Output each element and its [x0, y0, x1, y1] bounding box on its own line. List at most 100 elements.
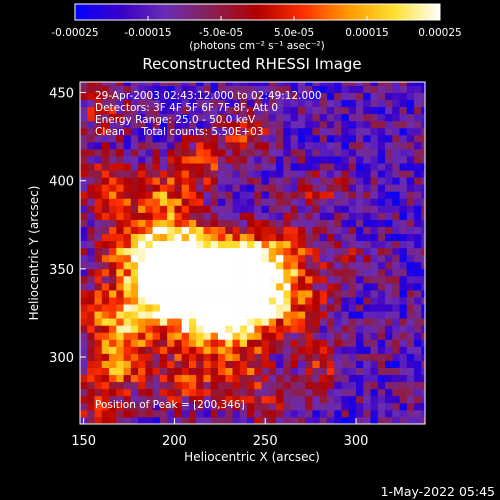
heatmap-cell	[377, 163, 386, 171]
heatmap-cell	[326, 198, 335, 206]
heatmap-cell	[174, 184, 183, 192]
heatmap-cell	[421, 134, 425, 143]
heatmap-cell	[232, 113, 241, 122]
heatmap-cell	[363, 226, 371, 235]
heatmap-cell	[116, 261, 124, 270]
heatmap-cell	[159, 156, 168, 164]
heatmap-cell	[348, 297, 357, 305]
heatmap-cell	[406, 339, 415, 347]
heatmap-cell	[138, 388, 146, 397]
heatmap-cell	[392, 416, 400, 424]
heatmap-cell	[239, 332, 248, 340]
heatmap-cell	[326, 99, 335, 108]
heatmap-cell	[356, 113, 364, 122]
heatmap-cell	[130, 339, 139, 347]
heatmap-cell	[87, 156, 95, 164]
heatmap-cell	[276, 388, 284, 397]
heatmap-cell	[370, 374, 379, 383]
heatmap-cell	[247, 325, 255, 333]
heatmap-cell	[116, 416, 124, 424]
heatmap-cell	[290, 311, 299, 319]
heatmap-cell	[188, 304, 197, 312]
heatmap-cell	[406, 184, 415, 192]
heatmap-cell	[261, 240, 270, 249]
heatmap-cell	[159, 388, 168, 397]
heatmap-cell	[232, 416, 241, 424]
heatmap-cell	[348, 268, 357, 277]
heatmap-cell	[188, 261, 197, 270]
heatmap-cell	[370, 134, 379, 143]
heatmap-cell	[239, 99, 248, 108]
heatmap-cell	[414, 353, 422, 361]
heatmap-cell	[196, 304, 204, 312]
heatmap-cell	[421, 297, 425, 305]
heatmap-cell	[123, 325, 132, 333]
heatmap-cell	[406, 198, 415, 206]
heatmap-cell	[239, 416, 248, 424]
heatmap-cell	[80, 318, 88, 326]
heatmap-cell	[145, 339, 154, 347]
heatmap-cell	[377, 82, 386, 86]
heatmap-cell	[305, 254, 313, 263]
heatmap-cell	[218, 99, 226, 108]
heatmap-cell	[94, 191, 103, 199]
heatmap-cell	[159, 92, 168, 101]
heatmap-cell	[268, 233, 277, 242]
heatmap-cell	[283, 156, 292, 164]
heatmap-cell	[341, 304, 350, 312]
heatmap-cell	[290, 212, 299, 220]
heatmap-cell	[326, 212, 335, 220]
heatmap-cell	[414, 367, 422, 376]
heatmap-cell	[370, 388, 379, 397]
heatmap-cell	[138, 226, 146, 235]
heatmap-cell	[334, 261, 342, 270]
heatmap-cell	[385, 134, 393, 143]
heatmap-cell	[385, 127, 393, 136]
heatmap-cell	[421, 212, 425, 220]
heatmap-cell	[312, 367, 321, 376]
heatmap-cell	[210, 170, 219, 178]
heatmap-cell	[145, 205, 154, 213]
heatmap-cell	[94, 261, 103, 270]
heatmap-cell	[225, 156, 233, 164]
heatmap-cell	[348, 177, 357, 185]
heatmap-cell	[145, 346, 154, 354]
heatmap-cell	[348, 367, 357, 376]
heatmap-cell	[167, 191, 175, 199]
heatmap-cell	[167, 311, 175, 319]
heatmap-cell	[276, 113, 284, 122]
heatmap-cell	[94, 268, 103, 277]
heatmap-cell	[348, 275, 357, 284]
heatmap-cell	[196, 409, 204, 418]
heatmap-cell	[247, 304, 255, 312]
heatmap-cell	[341, 275, 350, 284]
heatmap-cell	[406, 205, 415, 213]
heatmap-cell	[145, 240, 154, 249]
heatmap-cell	[203, 416, 212, 424]
heatmap-cell	[188, 148, 197, 157]
heatmap-cell	[109, 219, 117, 227]
heatmap-cell	[341, 381, 350, 390]
heatmap-cell	[101, 325, 110, 333]
heatmap-cell	[283, 388, 292, 397]
heatmap-cell	[239, 106, 248, 115]
heatmap-cell	[392, 113, 400, 122]
heatmap-cell	[363, 332, 371, 340]
heatmap-cell	[406, 141, 415, 150]
heatmap-cell	[196, 184, 204, 192]
heatmap-cell	[152, 268, 161, 277]
heatmap-cell	[276, 226, 284, 235]
heatmap-cell	[414, 198, 422, 206]
heatmap-cell	[399, 240, 408, 249]
heatmap-cell	[188, 353, 197, 361]
heatmap-cell	[145, 233, 154, 242]
heatmap-cell	[203, 177, 212, 185]
heatmap-cell	[385, 240, 393, 249]
heatmap-cell	[268, 120, 277, 129]
heatmap-cell	[399, 198, 408, 206]
heatmap-cell	[145, 120, 154, 129]
heatmap-cell	[152, 106, 161, 115]
heatmap-cell	[87, 141, 95, 150]
heatmap-cell	[145, 381, 154, 390]
heatmap-cell	[225, 261, 233, 270]
